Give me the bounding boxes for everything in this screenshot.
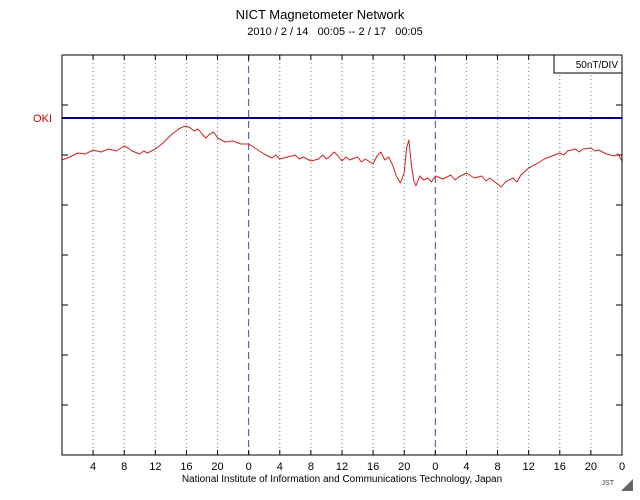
x-tick-label: 8: [494, 461, 500, 473]
x-tick-label: 20: [398, 461, 410, 473]
x-tick-label: 16: [180, 461, 192, 473]
x-tick-label: 20: [211, 461, 223, 473]
chart-title: NICT Magnetometer Network: [236, 7, 405, 22]
x-tick-label: 0: [432, 461, 438, 473]
magnetometer-trace-oki: [61, 125, 623, 188]
x-tick-label: 4: [90, 461, 96, 473]
x-tick-label: 12: [336, 461, 348, 473]
resize-grip-icon[interactable]: [621, 479, 633, 491]
x-tick-label: 4: [463, 461, 469, 473]
x-tick-label: 4: [277, 461, 283, 473]
corner-note: JST: [602, 480, 615, 487]
x-tick-label: 16: [367, 461, 379, 473]
chart-subtitle: 2010 / 2 / 14 00:05 -- 2 / 17 00:05: [247, 26, 423, 38]
x-tick-label: 8: [121, 461, 127, 473]
x-tick-label: 16: [554, 461, 566, 473]
x-tick-label: 20: [585, 461, 597, 473]
plot-layers: 4 8 12 16 20 0 4 8 12 16 20 0 4 8 12 16 20 0: [61, 55, 625, 473]
scale-label: 50nT/DIV: [576, 60, 619, 71]
footer-credit: National Institute of Information and Co…: [182, 474, 502, 485]
plot-border: [61, 54, 623, 456]
station-label-oki: OKI: [33, 113, 52, 125]
x-tick-label: 12: [149, 461, 161, 473]
x-tick-label: 0: [246, 461, 252, 473]
x-tick-label: 8: [308, 461, 314, 473]
scale-box: [553, 54, 623, 74]
x-tick-label: 0: [619, 461, 625, 473]
x-tick-label: 12: [523, 461, 535, 473]
